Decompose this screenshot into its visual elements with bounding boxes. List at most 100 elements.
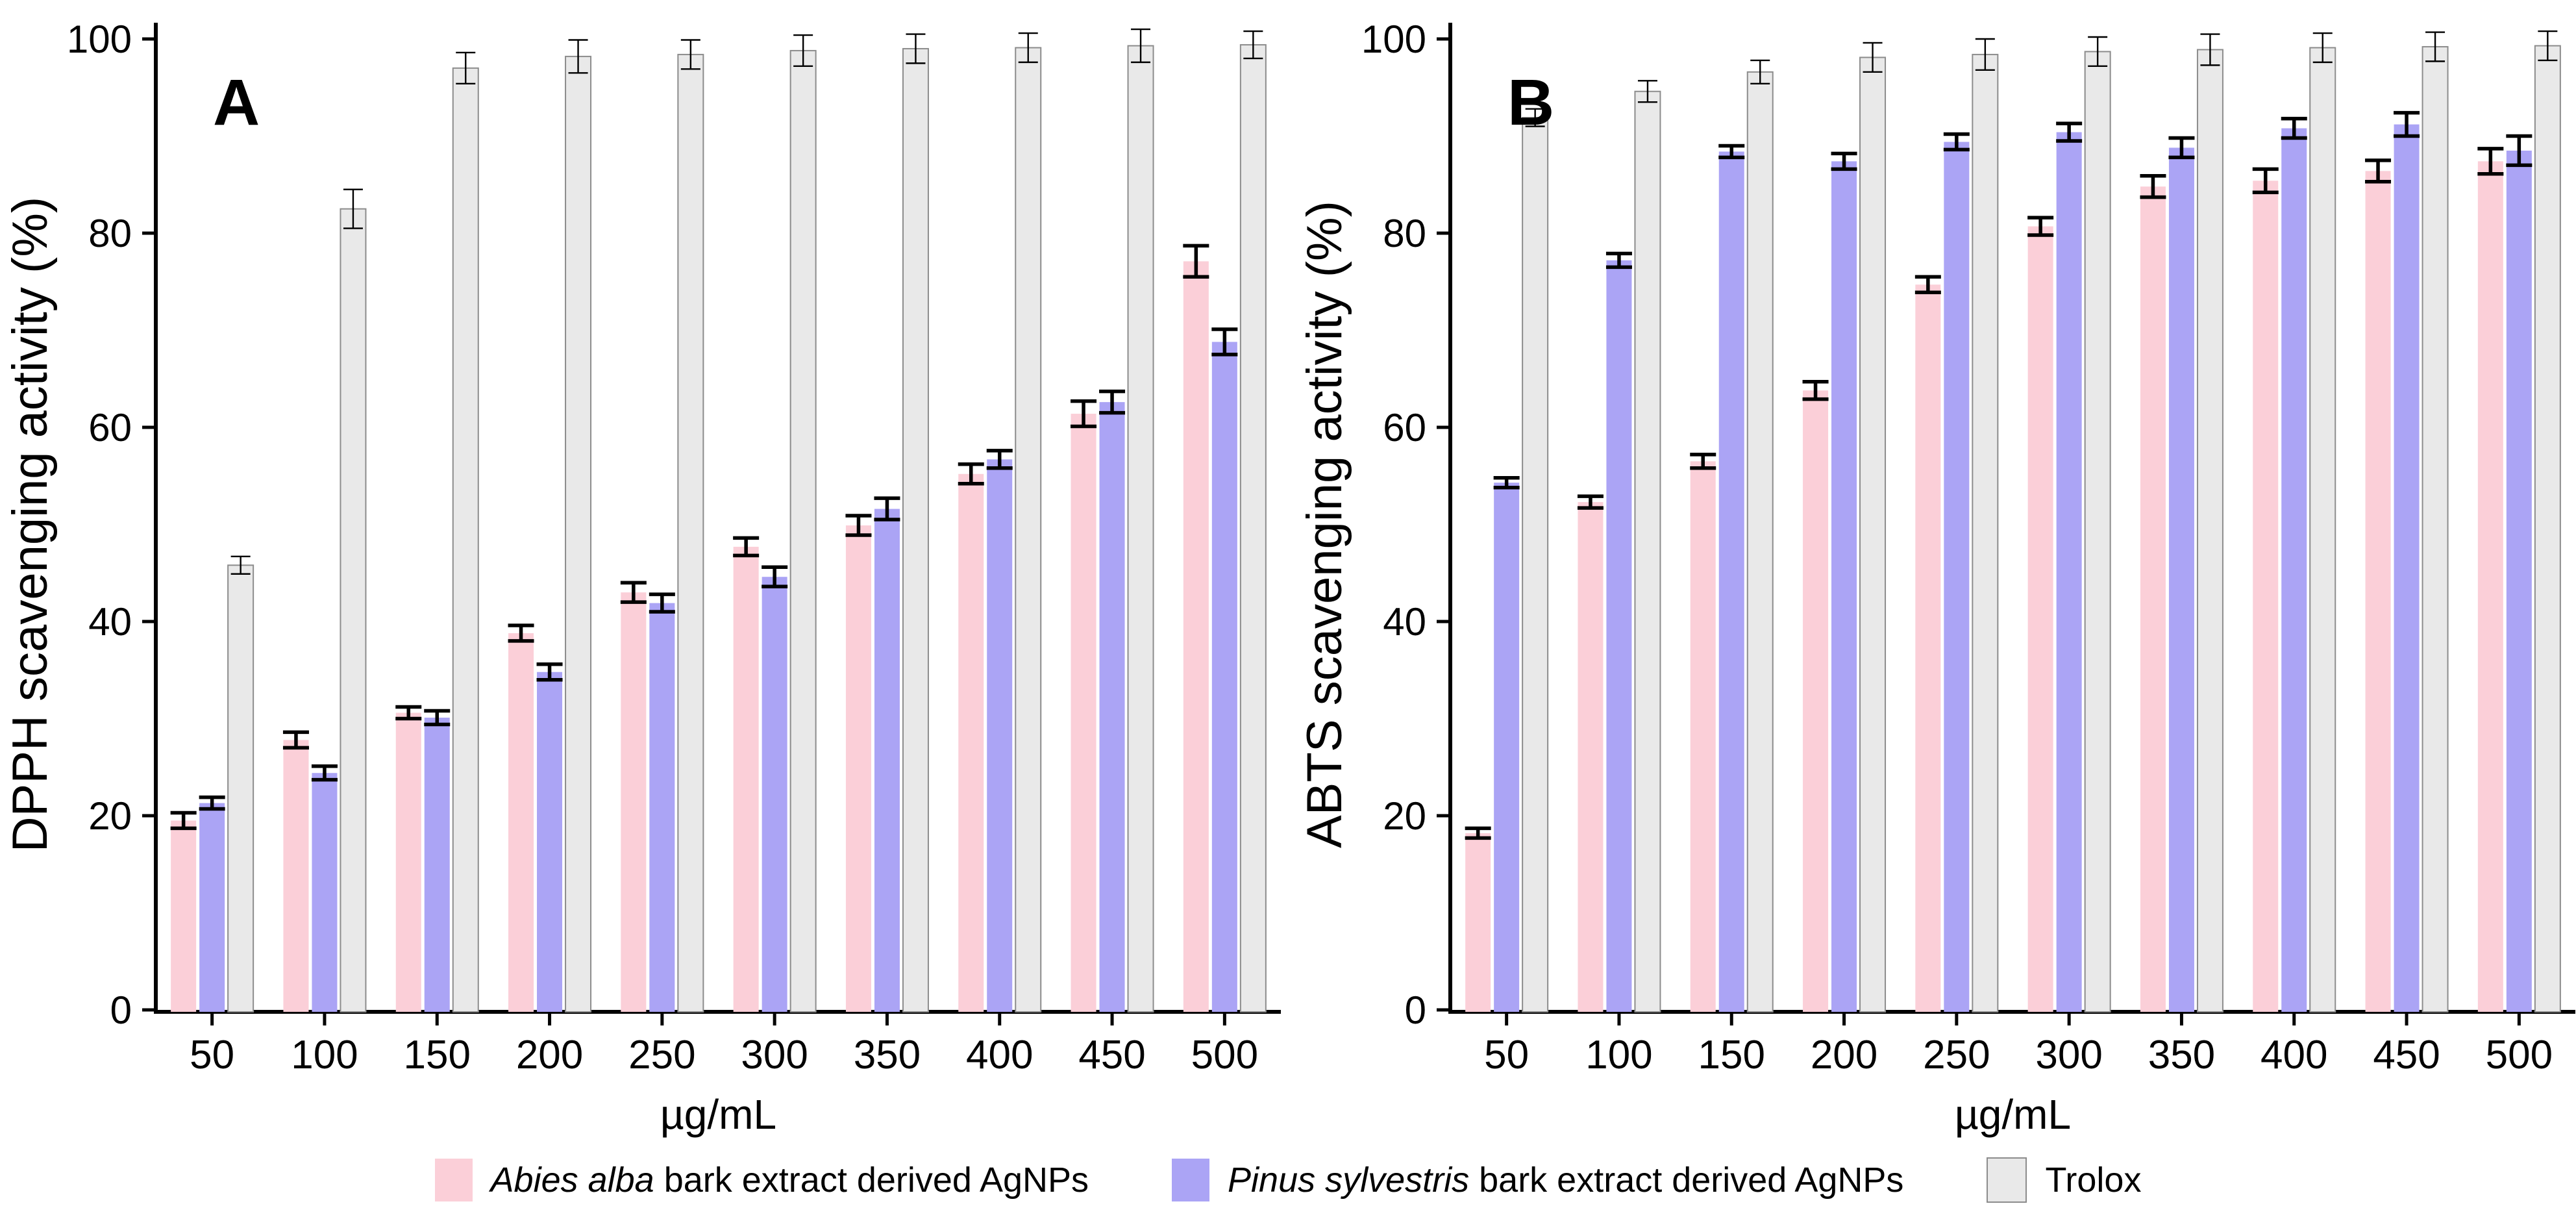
bar xyxy=(171,820,197,1012)
bar xyxy=(902,47,929,1013)
x-tick-label: 150 xyxy=(404,1033,471,1077)
bar xyxy=(1465,833,1491,1012)
x-tick-label: 300 xyxy=(2035,1033,2102,1077)
bar xyxy=(1578,502,1604,1012)
bar xyxy=(1831,161,1857,1012)
x-tick-label: 50 xyxy=(190,1033,234,1077)
bar xyxy=(283,740,309,1012)
bar xyxy=(1239,44,1267,1013)
bar xyxy=(621,592,647,1012)
y-axis-title: DPPH scavenging activity (%) xyxy=(3,197,58,852)
bar xyxy=(874,509,900,1012)
bar xyxy=(199,803,225,1012)
x-axis-title: µg/mL xyxy=(660,1091,776,1138)
bar xyxy=(537,672,563,1012)
bar xyxy=(340,208,367,1012)
y-tick-label: 100 xyxy=(1361,18,1426,61)
bar xyxy=(1859,57,1887,1012)
bar xyxy=(789,49,817,1013)
bar xyxy=(2196,49,2223,1013)
x-tick-label: 400 xyxy=(2260,1033,2327,1077)
bar xyxy=(2365,171,2391,1012)
bar xyxy=(2309,47,2336,1013)
x-tick-label: 250 xyxy=(1923,1033,1990,1077)
bar xyxy=(1718,151,1744,1012)
y-tick-label: 20 xyxy=(1383,794,1426,838)
bar xyxy=(1915,284,1941,1012)
bar xyxy=(312,773,338,1012)
bar xyxy=(2027,226,2053,1012)
bar xyxy=(1071,414,1096,1012)
bar xyxy=(2477,161,2503,1012)
bar xyxy=(649,603,675,1012)
x-tick-label: 400 xyxy=(966,1033,1033,1077)
x-tick-label: 200 xyxy=(1811,1033,1877,1077)
bar xyxy=(565,55,592,1012)
bar xyxy=(2394,124,2420,1012)
bar xyxy=(1690,461,1716,1012)
bar xyxy=(395,712,421,1012)
bar xyxy=(1634,90,1661,1013)
panel-label: B xyxy=(1507,66,1554,139)
bar xyxy=(2056,132,2082,1012)
x-tick-label: 150 xyxy=(1698,1033,1765,1077)
x-tick-label: 450 xyxy=(1078,1033,1145,1077)
bar xyxy=(1522,117,1549,1013)
y-tick-label: 20 xyxy=(88,794,132,838)
bar xyxy=(1803,390,1829,1012)
x-tick-label: 50 xyxy=(1484,1033,1529,1077)
bar xyxy=(452,67,479,1013)
bar xyxy=(677,53,704,1012)
bar xyxy=(2421,45,2449,1013)
bar xyxy=(1746,71,1774,1013)
y-tick-label: 40 xyxy=(88,600,132,644)
bar xyxy=(1015,47,1042,1013)
bar xyxy=(1494,483,1520,1012)
x-tick-label: 500 xyxy=(2486,1033,2553,1077)
x-tick-label: 200 xyxy=(516,1033,583,1077)
y-axis-title: ABTS scavenging activity (%) xyxy=(1297,201,1352,848)
bar xyxy=(2506,150,2532,1012)
y-tick-label: 80 xyxy=(1383,212,1426,255)
y-tick-label: 0 xyxy=(110,988,132,1032)
bar xyxy=(762,577,787,1012)
bar xyxy=(987,459,1013,1012)
x-tick-label: 350 xyxy=(2148,1033,2215,1077)
panel-label: A xyxy=(213,66,260,139)
x-tick-label: 500 xyxy=(1191,1033,1258,1077)
bar xyxy=(1127,45,1154,1013)
bar xyxy=(1183,261,1209,1012)
bar xyxy=(845,525,871,1012)
bar xyxy=(2253,181,2279,1012)
x-tick-label: 100 xyxy=(1585,1033,1652,1077)
bar xyxy=(1606,260,1632,1012)
bar xyxy=(508,633,534,1012)
bar xyxy=(2534,45,2561,1013)
bar xyxy=(1099,402,1125,1012)
y-tick-label: 60 xyxy=(88,406,132,449)
y-tick-label: 0 xyxy=(1405,988,1426,1032)
y-tick-label: 40 xyxy=(1383,600,1426,644)
x-tick-label: 250 xyxy=(628,1033,695,1077)
bar xyxy=(2281,128,2307,1012)
x-tick-label: 300 xyxy=(741,1033,808,1077)
x-axis-title: µg/mL xyxy=(1955,1091,2071,1138)
bar xyxy=(1211,342,1237,1012)
bar xyxy=(733,546,759,1012)
bar xyxy=(2084,51,2111,1012)
bar xyxy=(2140,186,2166,1012)
x-tick-label: 350 xyxy=(854,1033,921,1077)
bar xyxy=(1944,142,1970,1012)
y-tick-label: 100 xyxy=(67,18,132,61)
bar xyxy=(424,718,450,1012)
bar xyxy=(227,564,254,1012)
bar xyxy=(2168,147,2194,1012)
bar xyxy=(1972,53,1999,1012)
y-tick-label: 80 xyxy=(88,212,132,255)
x-tick-label: 450 xyxy=(2373,1033,2440,1077)
x-tick-label: 100 xyxy=(291,1033,358,1077)
bar xyxy=(958,473,984,1012)
y-tick-label: 60 xyxy=(1383,406,1426,449)
